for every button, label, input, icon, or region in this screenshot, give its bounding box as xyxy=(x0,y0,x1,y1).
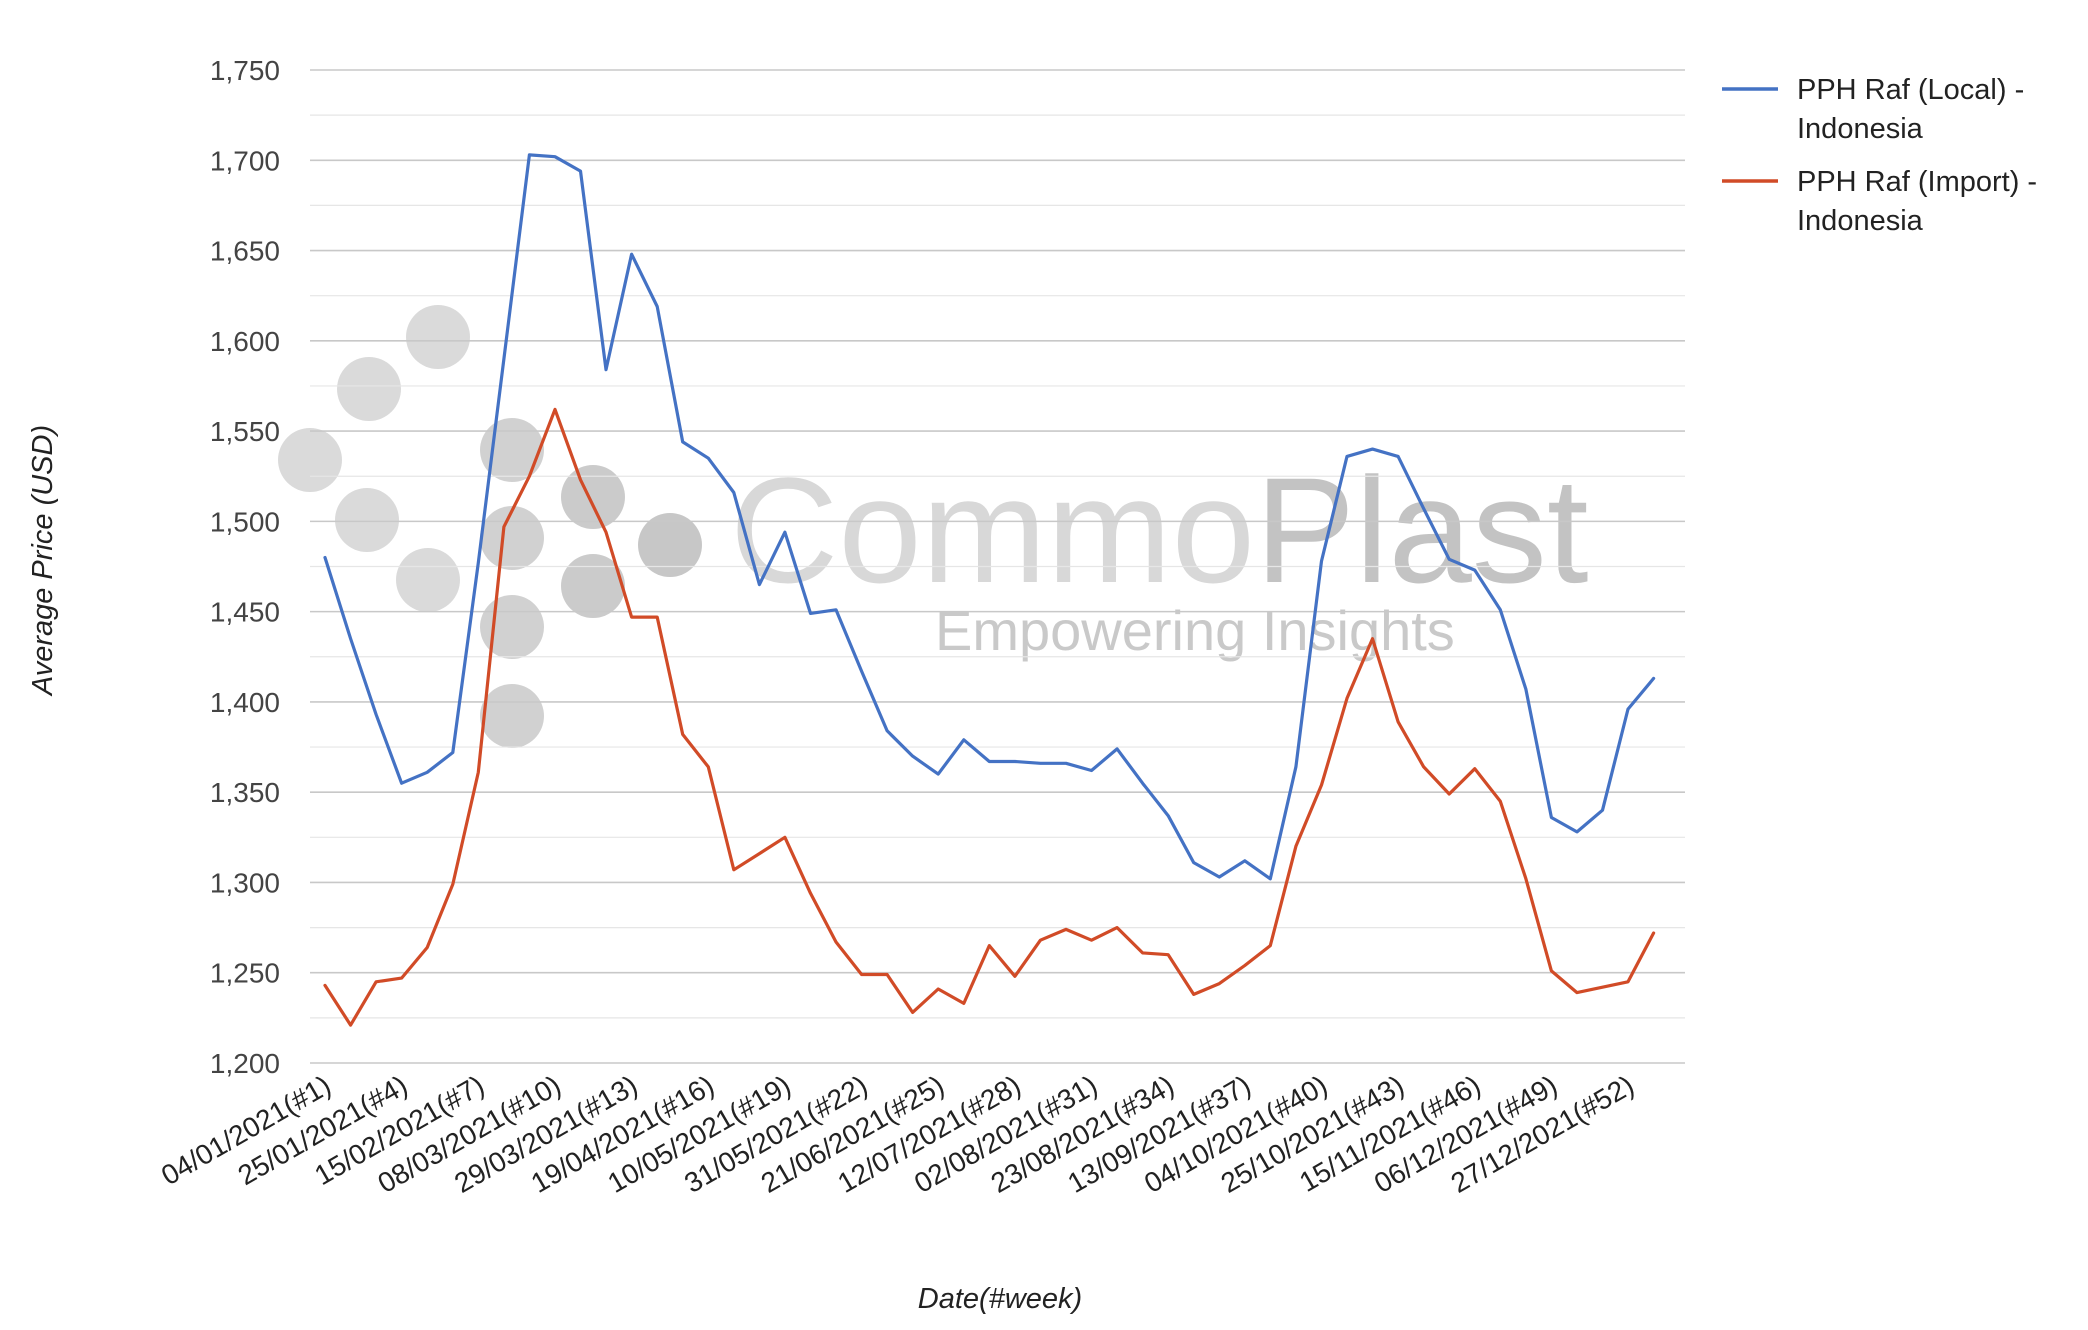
legend: PPH Raf (Local) -Indonesia PPH Raf (Impor… xyxy=(1722,74,2037,237)
series-lines xyxy=(323,153,1656,1027)
y-tick-label: 1,450 xyxy=(210,597,280,628)
y-tick-label: 1,550 xyxy=(210,416,280,447)
y-tick-label: 1,650 xyxy=(210,236,280,267)
x-axis-ticks: 04/01/2021(#1)25/01/2021(#4)15/02/2021(#… xyxy=(156,1069,1639,1199)
legend-label: PPH Raf (Local) -Indonesia xyxy=(1797,74,2024,145)
legend-label: PPH Raf (Import) -Indonesia xyxy=(1797,166,2037,237)
y-tick-label: 1,200 xyxy=(210,1048,280,1079)
y-tick-label: 1,250 xyxy=(210,958,280,989)
series-line-local xyxy=(323,153,1656,881)
y-tick-label: 1,750 xyxy=(210,55,280,86)
x-axis-title: Date(#week) xyxy=(918,1283,1082,1315)
y-tick-label: 1,500 xyxy=(210,506,280,537)
y-tick-label: 1,350 xyxy=(210,777,280,808)
watermark-brand-prefix: Commo xyxy=(730,446,1255,614)
watermark-brand: CommoPlast xyxy=(730,446,1589,614)
y-axis-title: Average Price (USD) xyxy=(27,425,59,697)
y-axis-ticks: 1,200 1,250 1,300 1,350 1,400 1,450 1,500 1,550… xyxy=(210,55,280,1079)
y-tick-label: 1,400 xyxy=(210,687,280,718)
watermark-dots xyxy=(278,305,702,748)
y-tick-label: 1,700 xyxy=(210,145,280,176)
watermark-logo: CommoPlast Empowering Insights xyxy=(278,305,1589,748)
watermark-brand-suffix: Plast xyxy=(1255,446,1588,614)
gridlines xyxy=(310,69,1685,1064)
series-line-import xyxy=(323,407,1656,1027)
y-tick-label: 1,300 xyxy=(210,867,280,898)
y-tick-label: 1,600 xyxy=(210,326,280,357)
